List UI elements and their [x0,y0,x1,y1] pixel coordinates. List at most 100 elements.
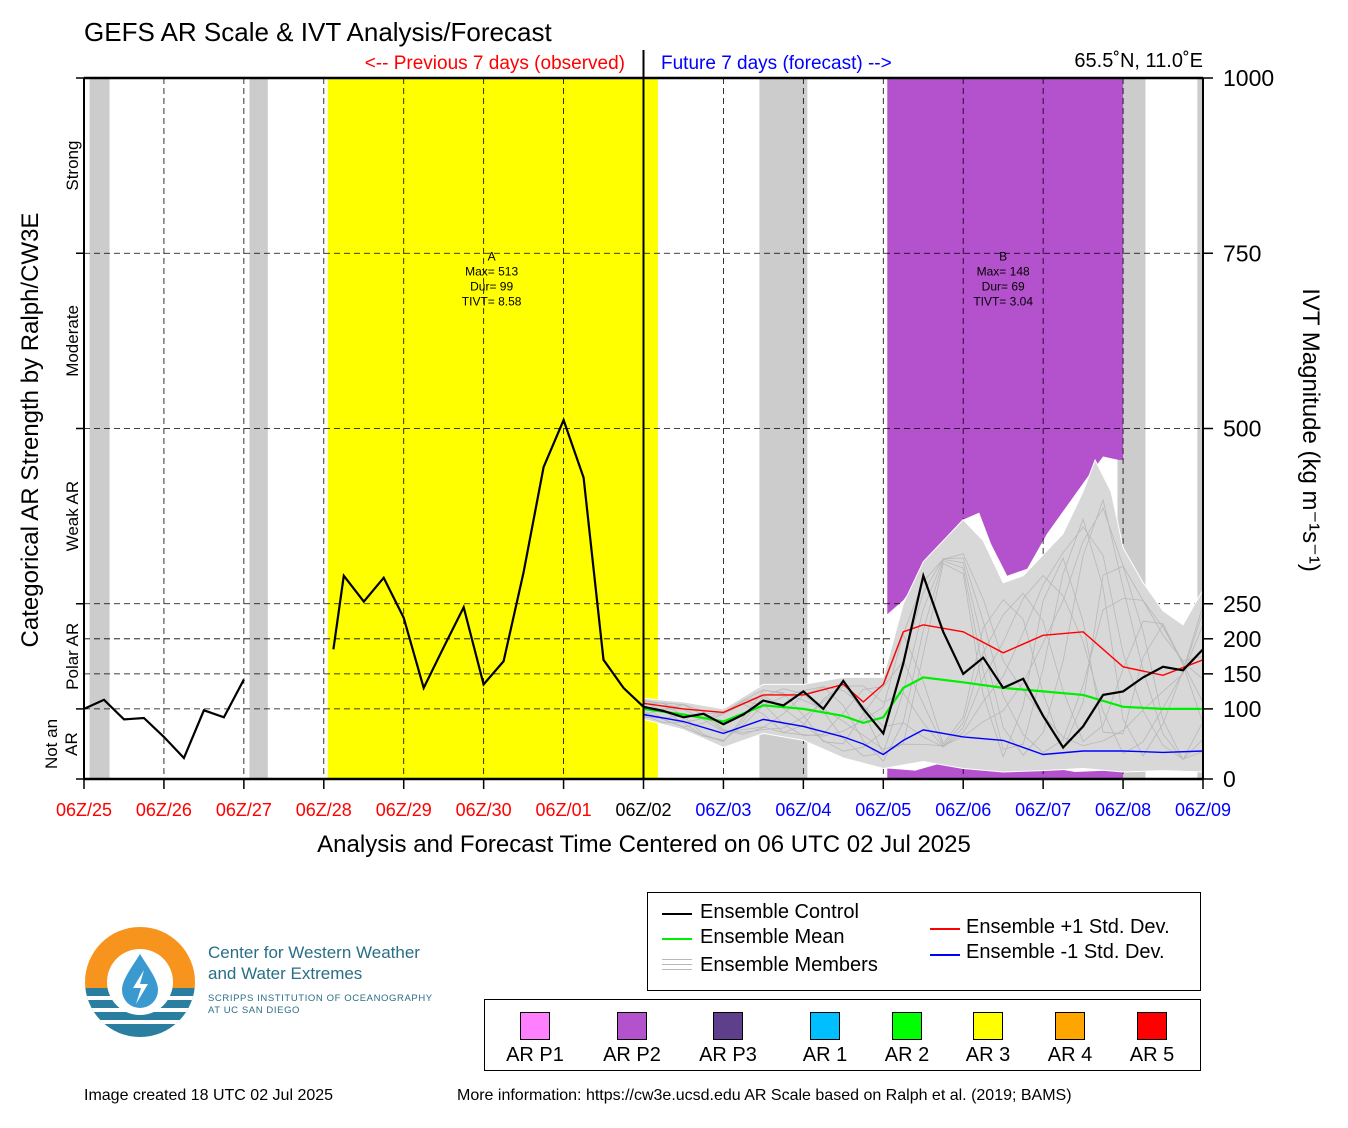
logo-title: Center for Western Weather and Water Ext… [208,942,420,984]
category-label: Moderate [63,305,82,377]
ensemble-member-line [643,574,1204,755]
y-tick-label: 0 [1223,766,1236,792]
night-band [1197,78,1203,779]
x-tick-label: 06Z/04 [775,800,831,820]
category-label-line: Strong [63,141,82,191]
ensemble-member-line [643,557,1204,754]
ar-scale-label: AR 3 [965,1044,1011,1066]
legend-mean: Ensemble Mean [700,926,845,948]
ensemble-control-line [332,417,1204,750]
more-info-note: More information: https://cw3e.ucsd.edu … [457,1087,1072,1104]
logo-subtitle: SCRIPPS INSTITUTION OF OCEANOGRAPHY AT U… [208,993,433,1017]
ensemble-1-std-dev--line [643,713,1204,756]
x-tick-label: 06Z/06 [935,800,991,820]
category-label: Polar AR [63,623,82,690]
ar-scale-swatch [520,1012,550,1040]
location-label: 65.5˚N, 11.0˚E [1074,50,1203,72]
ar-scale-item: AR P3 [688,1012,768,1067]
image-created-note: Image created 18 UTC 02 Jul 2025 [84,1087,334,1104]
y-tick-label: 750 [1223,240,1261,266]
category-label-line: Not an [42,719,61,769]
cw3e-logo: Center for Western Weather and Water Ext… [84,926,484,1038]
legend-minus-sd: Ensemble -1 Std. Dev. [966,941,1165,963]
ar-scale-item: AR P1 [495,1012,575,1067]
ar-scale-item: AR 5 [1112,1012,1192,1067]
ar-scale-label: AR P2 [603,1044,661,1066]
ar-scale-swatch [1055,1012,1085,1040]
category-label: Not anAR [42,719,81,769]
ar-scale-swatch [892,1012,922,1040]
legend-plus-sd: Ensemble +1 Std. Dev. [966,916,1170,938]
logo-title-line2: and Water Extremes [208,964,363,983]
x-tick-label: 06Z/25 [56,800,112,820]
legend-swatch-members [662,959,692,970]
ar-period-label: B Max= 148 Dur= 69 TIVT= 3.04 [973,249,1033,308]
ar-scale-swatch [617,1012,647,1040]
ar-scale-label: AR P1 [506,1044,564,1066]
ar-scale-label: AR P3 [699,1044,757,1066]
ar-period-label-line: A [488,249,496,263]
y-axis-right-label: IVT Magnitude (kg m⁻¹s⁻¹) [1297,288,1324,572]
ensemble-member-line [643,517,1204,762]
ar-scale-swatch [810,1012,840,1040]
series-layer [83,417,1204,773]
x-tick-label: 06Z/05 [855,800,911,820]
legend-control: Ensemble Control [700,901,859,923]
ensemble-1-std-dev--line [643,624,1204,714]
ar-scale-swatch [1137,1012,1167,1040]
chart-title: GEFS AR Scale & IVT Analysis/Forecast [84,17,552,47]
series-legend: Ensemble Control Ensemble Mean Ensemble … [647,892,1201,991]
x-tick-label: 06Z/09 [1175,800,1231,820]
x-tick-label: 06Z/03 [695,800,751,820]
ar-scale-item: AR 4 [1030,1012,1110,1067]
x-tick-label: 06Z/02 [615,800,671,820]
x-tick-label: 06Z/08 [1095,800,1151,820]
legend-swatch-minus-sd [930,954,960,956]
logo-sub-line1: SCRIPPS INSTITUTION OF OCEANOGRAPHY [208,993,433,1004]
ar-scale-swatch [973,1012,1003,1040]
cw3e-emblem-icon [85,927,195,1037]
previous-days-label: <-- Previous 7 days (observed) [365,53,625,74]
category-label-line: Weak AR [63,481,82,552]
category-label-line: AR [62,732,81,756]
ar-period-b-lower [887,751,1124,779]
category-label: Weak AR [63,481,82,552]
logo-sub-line2: AT UC SAN DIEGO [208,1005,301,1016]
ar-period-a [327,78,658,779]
x-axis-label: Analysis and Forecast Time Centered on 0… [317,831,971,858]
y-tick-label: 150 [1223,661,1261,687]
y-tick-label: 1000 [1223,65,1274,91]
x-tick-label: 06Z/07 [1015,800,1071,820]
ar-scale-label: AR 2 [884,1044,930,1066]
y-tick-label: 500 [1223,416,1261,442]
ar-period-label-line: TIVT= 3.04 [973,294,1033,308]
ar-scale-item: AR 1 [785,1012,865,1067]
ar-scale-swatch [713,1012,743,1040]
x-tick-label: 06Z/30 [456,800,512,820]
ar-period-label-line: Dur= 69 [982,279,1025,293]
legend-swatch-plus-sd [930,928,960,930]
y-tick-label: 250 [1223,591,1261,617]
ensemble-member-line [643,557,1204,758]
ar-scale-label: AR 1 [802,1044,848,1066]
ar-scale-item: AR P2 [592,1012,672,1067]
x-tick-label: 06Z/26 [136,800,192,820]
ar-scale-item: AR 2 [867,1012,947,1067]
axes: 06Z/25 06Z/26 06Z/27 06Z/28 06Z/29 06Z/30 06Z/… [42,50,1274,820]
control-observed-early-line [83,678,245,760]
ar-period-label-line: TIVT= 8.58 [462,294,522,308]
ar-scale-label: AR 5 [1129,1044,1175,1066]
ar-period-label: A Max= 513 Dur= 99 TIVT= 8.58 [462,249,522,308]
x-tick-label: 06Z/27 [216,800,272,820]
ar-period-label-line: Dur= 99 [470,279,513,293]
future-days-label: Future 7 days (forecast) --> [661,53,892,74]
ensemble-member-line [643,526,1204,760]
x-tick-label: 06Z/29 [376,800,432,820]
y-tick-label: 100 [1223,696,1261,722]
ar-scale-label: AR 4 [1047,1044,1093,1066]
category-label: Strong [63,141,82,191]
ar-period-label-line: Max= 513 [465,264,518,278]
category-label-line: Polar AR [63,623,82,690]
category-label-line: Moderate [63,305,82,377]
